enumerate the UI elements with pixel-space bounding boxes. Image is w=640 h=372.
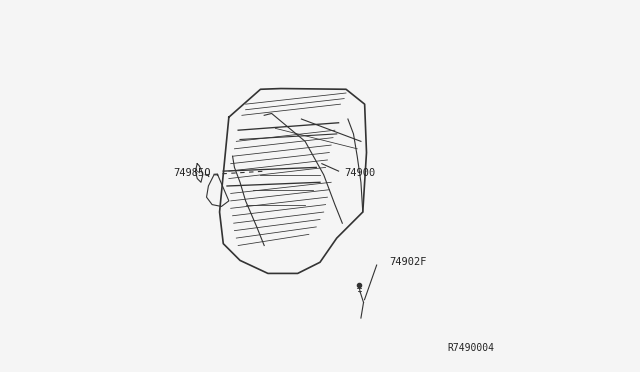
Text: R7490004: R7490004 [448,343,495,353]
Text: 74900: 74900 [344,168,376,178]
Text: 74902F: 74902F [389,257,426,267]
Text: 74985Q: 74985Q [173,168,211,178]
